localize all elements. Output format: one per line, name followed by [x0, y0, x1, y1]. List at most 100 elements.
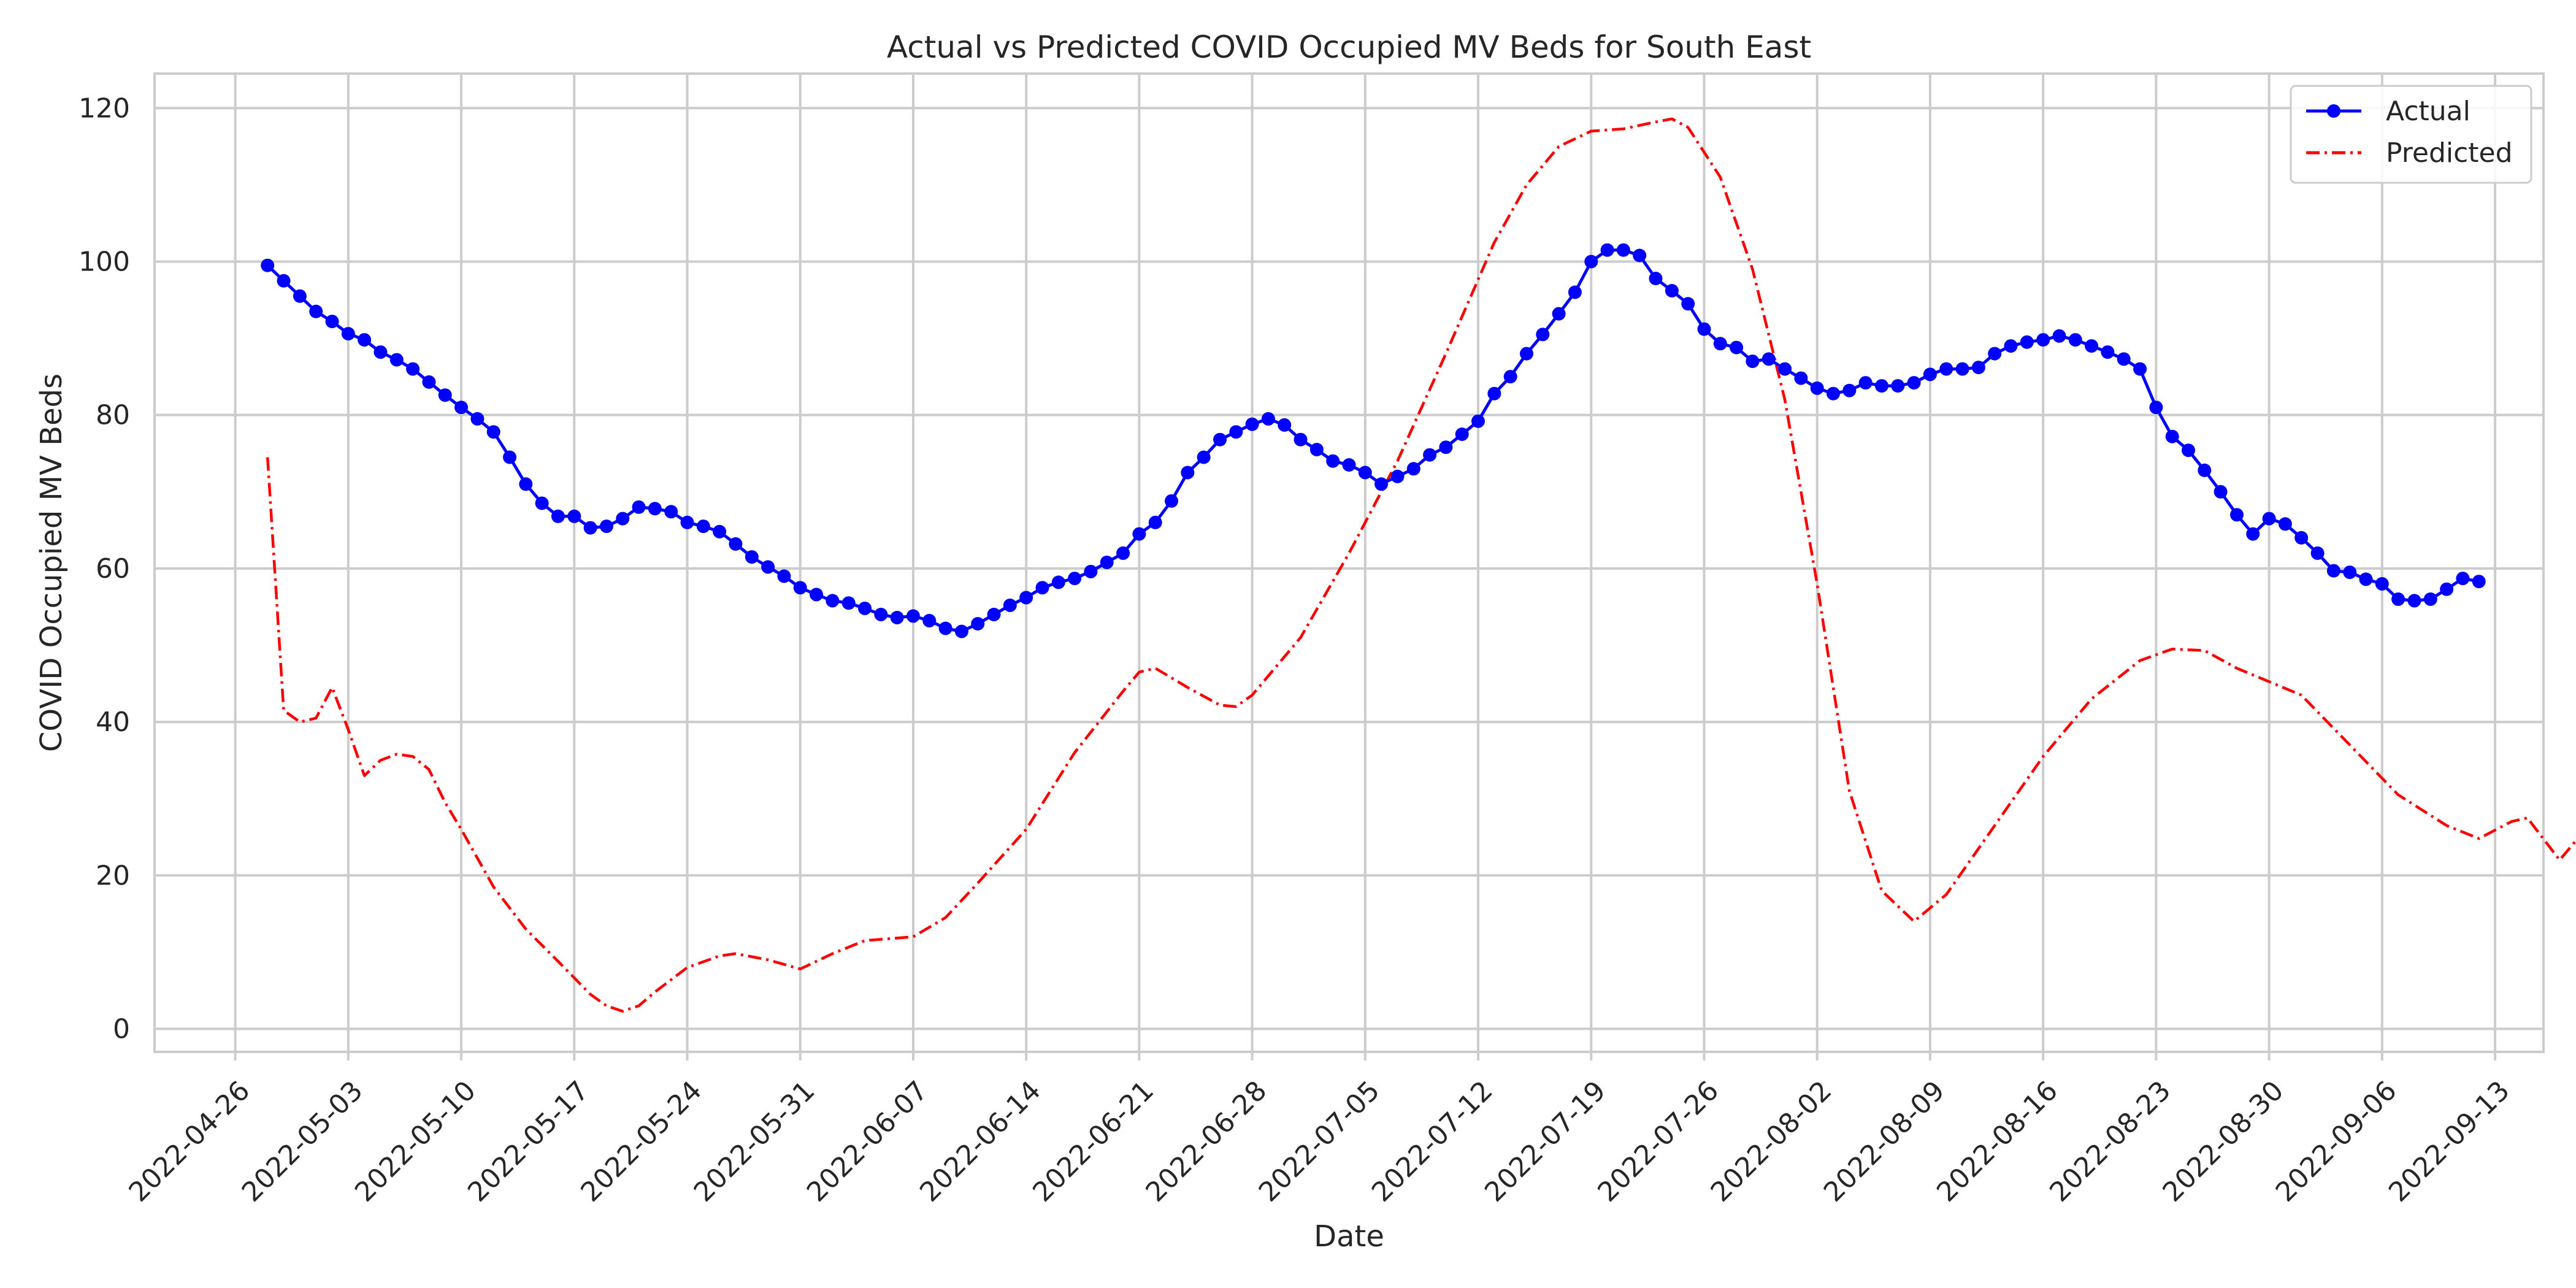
actual-data-point — [1810, 381, 1824, 395]
actual-data-point — [2182, 443, 2195, 458]
actual-data-point — [341, 327, 355, 341]
actual-data-point — [1084, 564, 1098, 578]
actual-data-point — [1536, 328, 1550, 342]
actual-data-point — [1520, 347, 1533, 361]
actual-data-point — [1923, 367, 1937, 381]
actual-data-point — [632, 500, 646, 514]
actual-data-point — [1309, 443, 1324, 456]
actual-data-point — [1455, 427, 1469, 441]
actual-data-point — [2294, 531, 2309, 545]
actual-data-point — [1842, 383, 1857, 397]
actual-data-point — [358, 333, 372, 347]
actual-data-point — [1827, 386, 1840, 401]
actual-data-point — [1761, 352, 1776, 366]
actual-data-point — [777, 569, 791, 583]
y-tick-label: 80 — [96, 400, 130, 431]
actual-data-point — [2262, 512, 2276, 526]
actual-data-point — [1971, 361, 1985, 375]
actual-data-point — [389, 353, 404, 367]
actual-data-point — [1213, 432, 1227, 447]
chart-title: Actual vs Predicted COVID Occupied MV Be… — [887, 29, 1811, 65]
actual-data-point — [841, 596, 856, 610]
x-gridlines — [234, 74, 2497, 1060]
actual-data-point — [1374, 477, 1389, 491]
actual-data-point — [1633, 248, 1647, 263]
actual-data-point — [1100, 555, 1114, 569]
x-axis-label: Date — [1314, 1219, 1384, 1254]
actual-data-point — [2214, 485, 2228, 499]
actual-data-point — [2198, 463, 2212, 477]
actual-data-point — [1697, 322, 1711, 336]
actual-data-point — [277, 274, 291, 288]
actual-data-point — [551, 509, 565, 523]
actual-data-point — [1326, 454, 1340, 468]
predicted-series-line — [266, 117, 2576, 1013]
actual-data-point — [1342, 458, 1356, 472]
actual-data-point — [987, 607, 1001, 621]
actual-data-point — [1003, 598, 1017, 612]
actual-data-point — [648, 502, 662, 516]
actual-data-point — [599, 519, 613, 534]
actual-data-point — [1068, 572, 1082, 586]
actual-data-point — [1019, 591, 1033, 605]
actual-data-point — [696, 519, 710, 534]
actual-data-point — [810, 588, 823, 602]
actual-data-point — [922, 613, 937, 627]
actual-data-point — [2133, 362, 2147, 376]
actual-data-point — [1875, 379, 1888, 393]
actual-data-point — [745, 550, 759, 564]
actual-data-point — [2456, 572, 2470, 586]
actual-data-point — [2310, 546, 2325, 560]
actual-data-point — [1165, 494, 1178, 508]
actual-data-point — [535, 496, 549, 510]
actual-data-point — [2407, 594, 2421, 608]
actual-data-point — [1181, 466, 1195, 480]
actual-data-point — [1891, 379, 1905, 393]
actual-data-point — [1229, 425, 1243, 439]
actual-data-point — [1794, 371, 1808, 385]
actual-data-point — [761, 560, 775, 574]
actual-data-point — [1116, 546, 1130, 560]
actual-data-point — [2149, 401, 2163, 415]
actual-data-point — [2085, 339, 2099, 353]
actual-data-point — [1245, 417, 1259, 431]
actual-data-point — [422, 375, 436, 389]
actual-data-point — [2391, 592, 2405, 606]
legend: Actual Predicted — [2290, 85, 2532, 184]
actual-data-point — [1665, 284, 1679, 297]
actual-data-point — [2068, 333, 2082, 347]
series-layer — [261, 117, 2576, 1013]
actual-data-point — [1681, 297, 1695, 311]
actual-data-point — [1278, 418, 1292, 432]
actual-data-point — [1487, 386, 1501, 401]
actual-data-point — [1051, 575, 1065, 589]
actual-data-point — [1390, 469, 1405, 483]
actual-data-point — [2278, 517, 2292, 531]
actual-data-point — [2343, 565, 2357, 580]
actual-data-point — [1471, 414, 1485, 428]
actual-data-point — [567, 509, 581, 523]
actual-data-point — [1858, 376, 1873, 390]
actual-data-point — [729, 537, 743, 551]
actual-data-point — [1294, 432, 1308, 447]
actual-data-point — [1568, 285, 1582, 299]
actual-data-point — [2472, 575, 2486, 589]
actual-data-point — [826, 594, 840, 608]
actual-data-point — [261, 258, 275, 272]
plot-frame — [153, 72, 2545, 1053]
actual-data-point — [938, 621, 953, 635]
y-tick-label: 100 — [79, 246, 130, 277]
actual-data-point — [583, 521, 597, 535]
actual-data-point — [2359, 572, 2373, 586]
actual-data-point — [1584, 255, 1598, 269]
legend-predicted-label: Predicted — [2386, 137, 2513, 169]
actual-data-point — [503, 450, 516, 464]
actual-data-point — [2246, 527, 2260, 541]
actual-data-point — [713, 524, 727, 539]
legend-actual-label: Actual — [2386, 96, 2471, 127]
actual-data-point — [1197, 450, 1211, 464]
y-gridlines — [155, 107, 2543, 1030]
actual-data-point — [2004, 339, 2018, 353]
y-tick-label: 20 — [96, 860, 130, 891]
actual-data-point — [971, 617, 985, 631]
